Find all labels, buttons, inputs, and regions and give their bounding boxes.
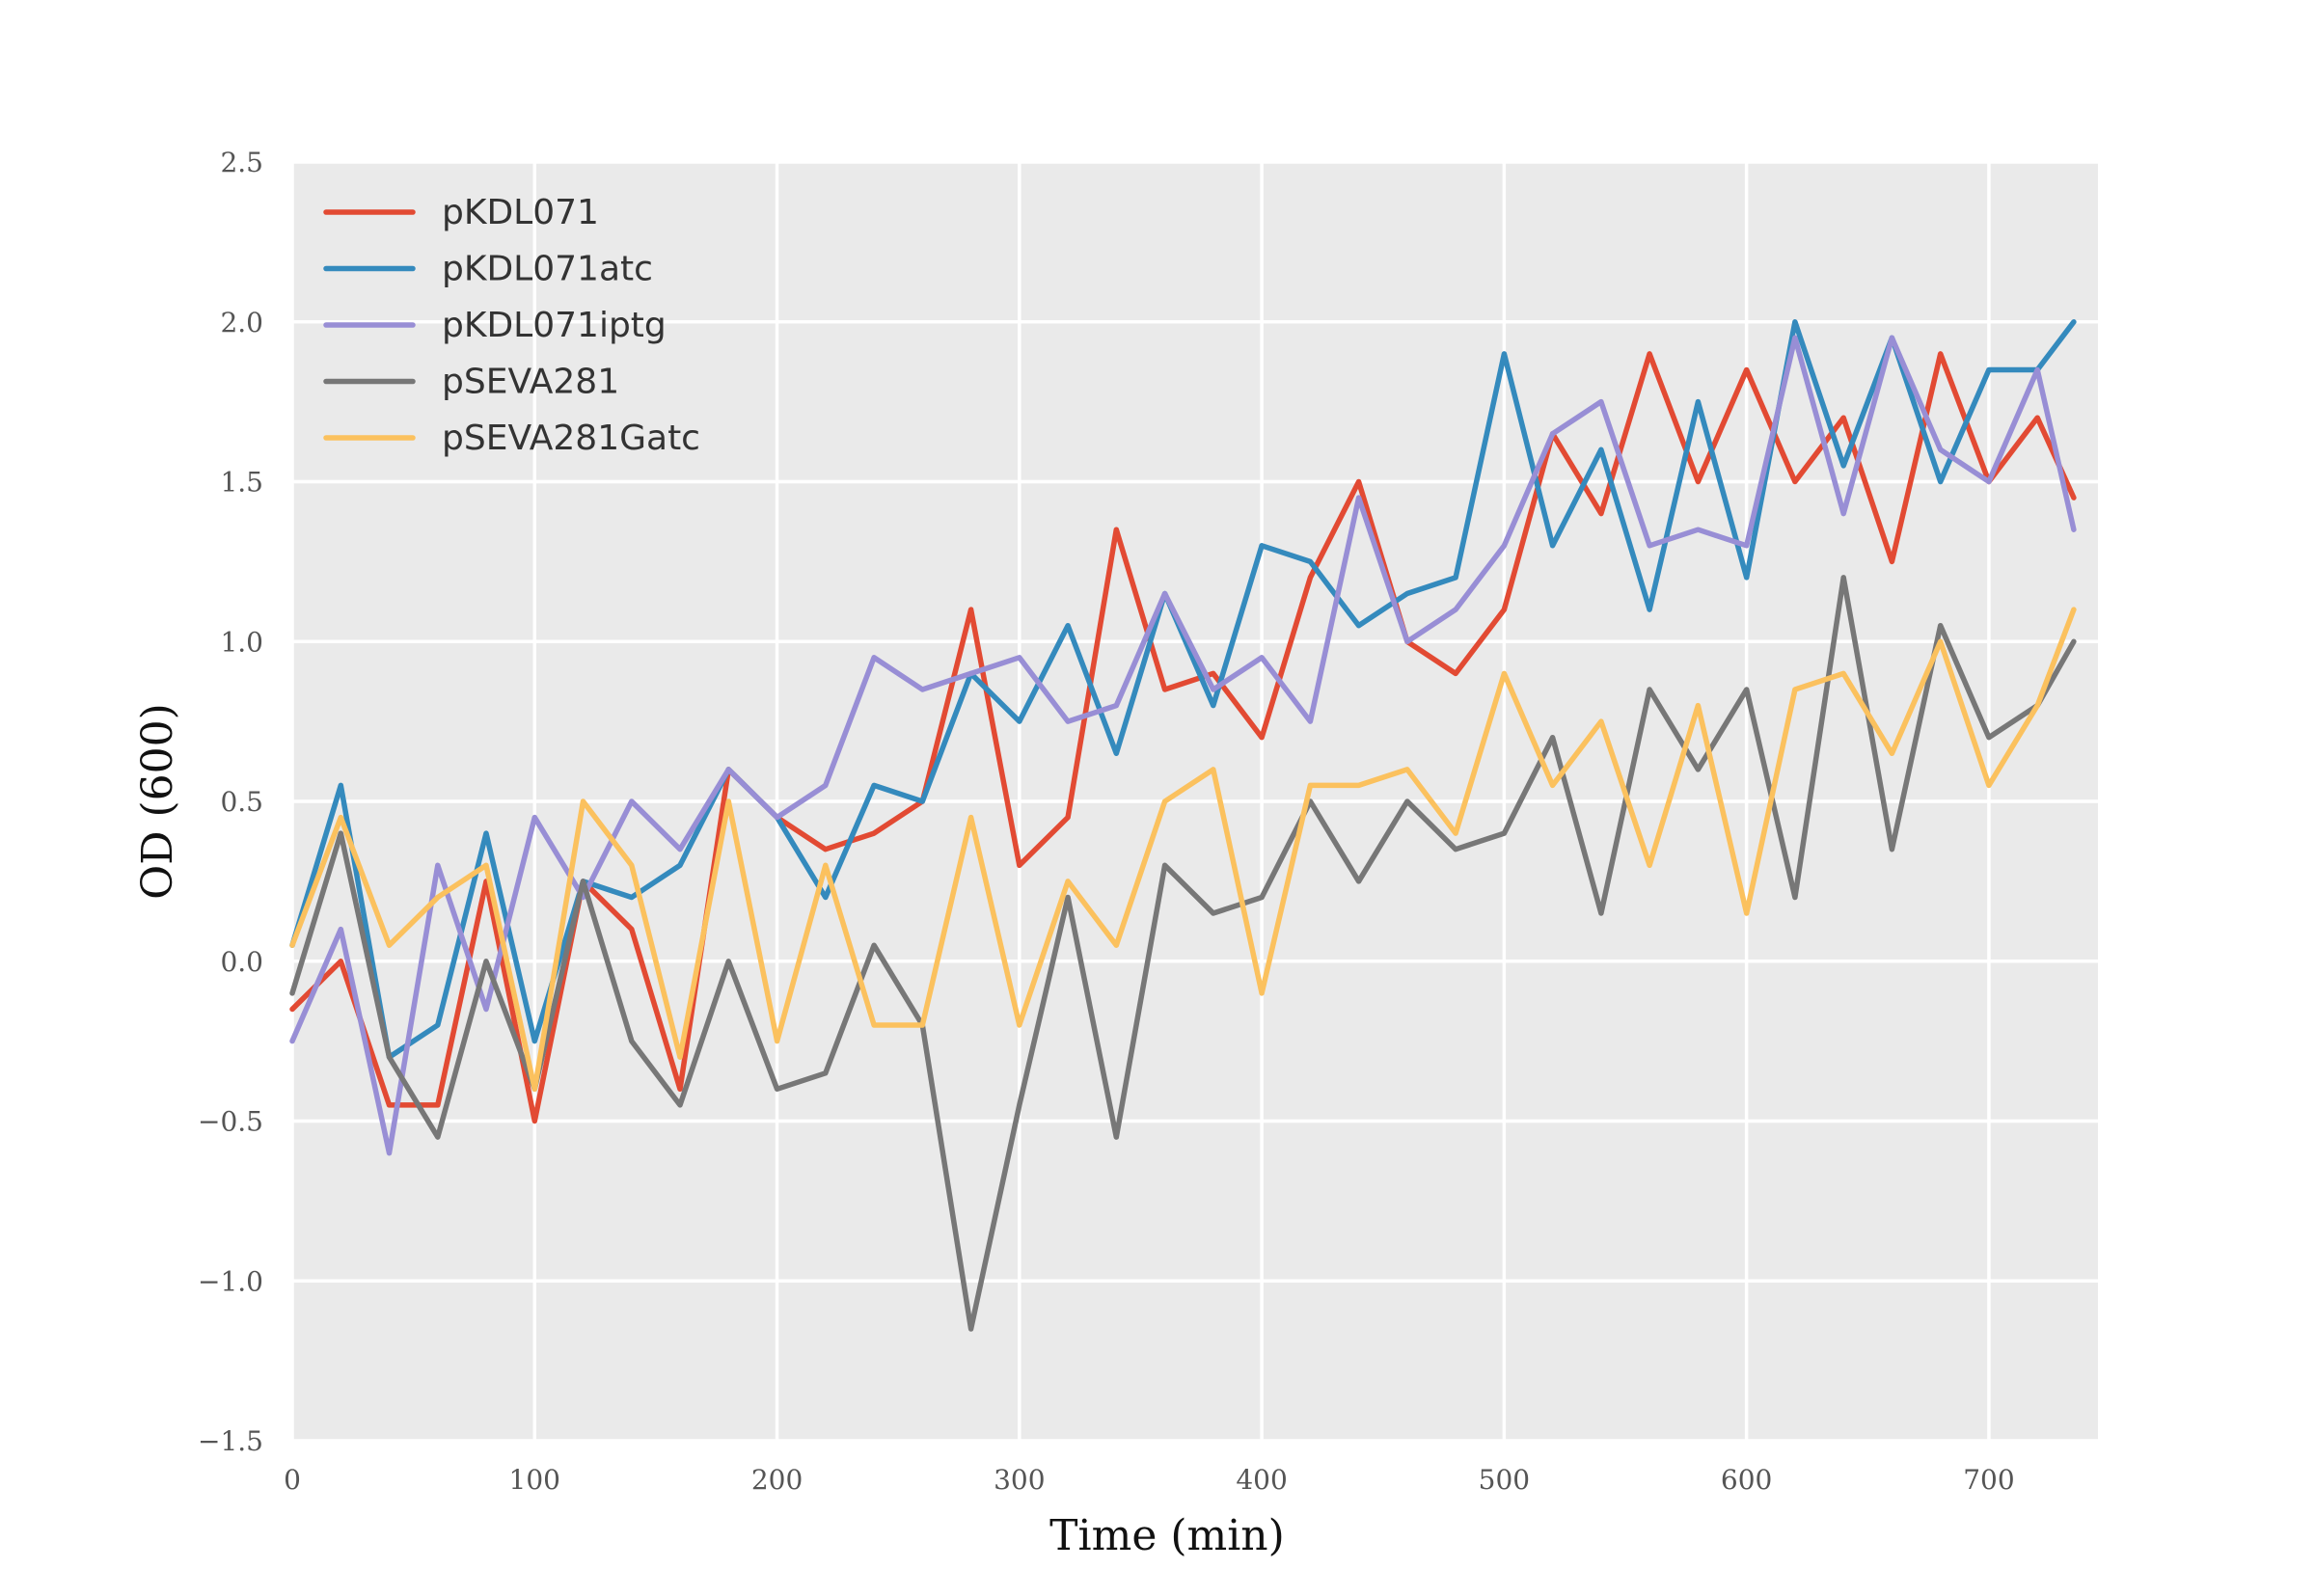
y-tick-label: −1.5 [198, 1425, 263, 1457]
series-line-pseva281 [289, 575, 2077, 1332]
x-tick-label: 300 [994, 1464, 1045, 1496]
y-axis-ticks: −1.5 −1.0 −0.5 0.0 0.5 1.0 1.5 2.0 2.5 [198, 147, 263, 1457]
x-tick-label: 100 [509, 1464, 560, 1496]
legend-label: pKDL071iptg [442, 306, 667, 345]
x-tick-label: 200 [751, 1464, 803, 1496]
series-line-pkdl071iptg [289, 335, 2077, 1156]
y-tick-label: −1.0 [198, 1265, 263, 1297]
legend-label: pKDL071 [442, 193, 599, 232]
x-tick-label: 500 [1479, 1464, 1530, 1496]
y-tick-label: 2.0 [220, 307, 263, 338]
y-tick-label: 0.0 [220, 946, 263, 978]
legend-label: pKDL071atc [442, 250, 653, 289]
series-line-pkdl071 [289, 351, 2077, 1124]
x-axis-title: Time (min) [1049, 1511, 1285, 1560]
y-tick-label: 1.0 [220, 626, 263, 658]
y-tick-label: 1.5 [220, 467, 263, 499]
x-tick-label: 0 [284, 1464, 301, 1496]
series-line-pseva281gatc [289, 607, 2077, 1093]
series-lines [289, 319, 2077, 1332]
y-tick-label: −0.5 [198, 1106, 263, 1138]
legend-label: pSEVA281 [442, 363, 619, 402]
x-axis-ticks: 0 100 200 300 400 500 600 700 [284, 1464, 2015, 1496]
y-tick-label: 2.5 [220, 147, 263, 178]
x-tick-label: 400 [1236, 1464, 1287, 1496]
legend-label: pSEVA281Gatc [442, 419, 700, 458]
x-tick-label: 700 [1963, 1464, 2014, 1496]
y-axis-title: OD (600) [133, 703, 182, 900]
y-tick-label: 0.5 [220, 786, 263, 818]
legend: pKDL071 pKDL071atc pKDL071iptg pSEVA281 pSEV… [323, 193, 700, 458]
x-tick-label: 600 [1721, 1464, 1772, 1496]
